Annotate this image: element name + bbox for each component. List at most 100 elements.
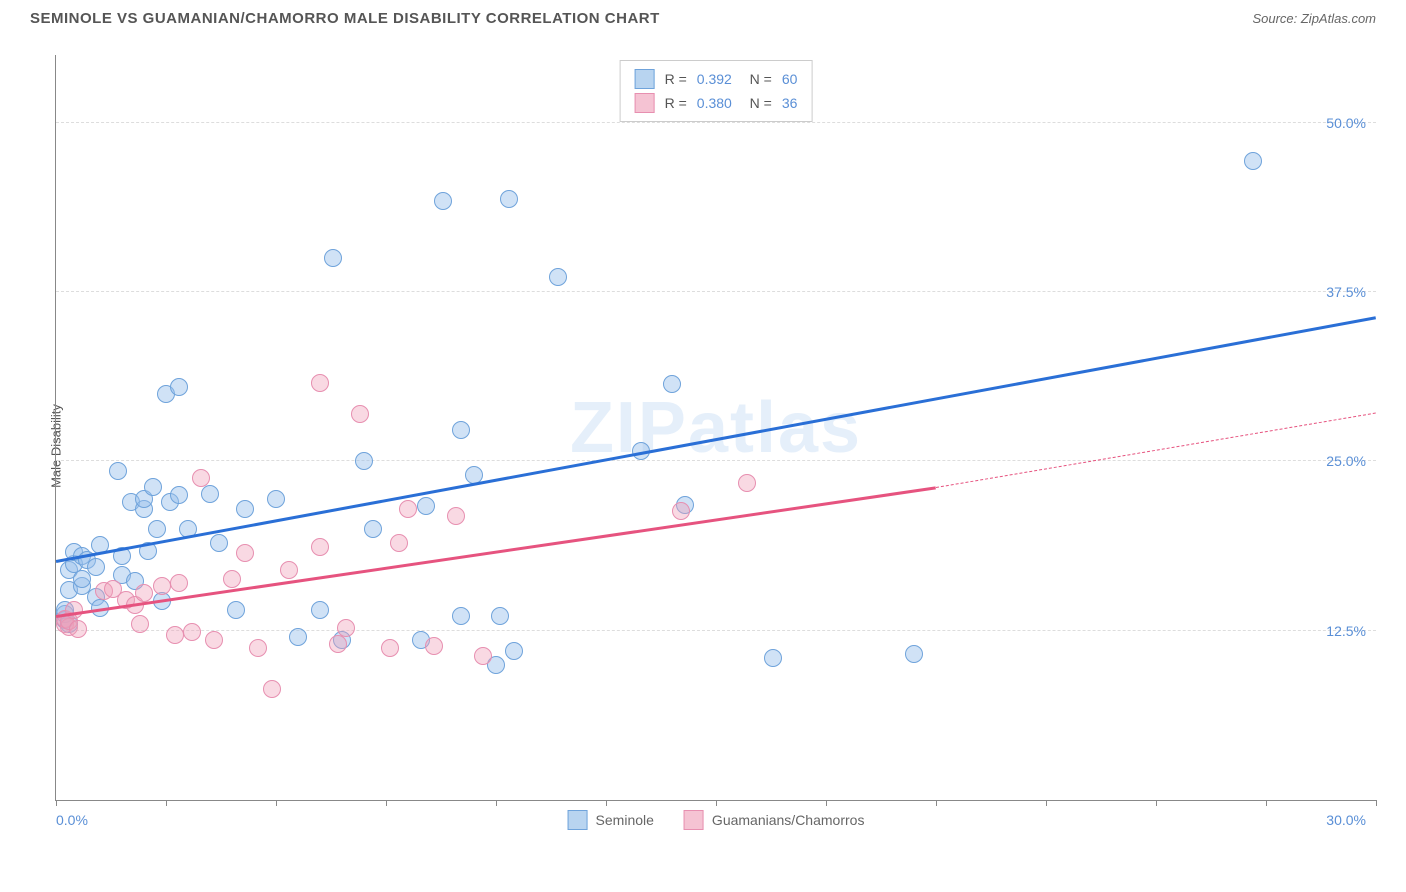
scatter-chart: ZIPatlas R = 0.392 N = 60R = 0.380 N = 3…: [55, 55, 1376, 801]
stat-n-value: 60: [782, 71, 798, 87]
trend-line: [56, 317, 1376, 563]
data-point: [311, 374, 329, 392]
y-tick-label: 12.5%: [1326, 623, 1366, 639]
data-point: [1244, 152, 1262, 170]
data-point: [505, 642, 523, 660]
data-point: [87, 558, 105, 576]
y-tick-label: 25.0%: [1326, 453, 1366, 469]
x-tick: [826, 800, 827, 806]
gridline: [56, 630, 1376, 631]
data-point: [417, 497, 435, 515]
data-point: [672, 502, 690, 520]
series-swatch: [635, 93, 655, 113]
gridline: [56, 460, 1376, 461]
y-tick-label: 50.0%: [1326, 115, 1366, 131]
x-tick: [56, 800, 57, 806]
data-point: [452, 607, 470, 625]
data-point: [166, 626, 184, 644]
stat-row: R = 0.392 N = 60: [635, 67, 798, 91]
data-point: [144, 478, 162, 496]
data-point: [351, 405, 369, 423]
data-point: [452, 421, 470, 439]
data-point: [324, 249, 342, 267]
gridline: [56, 122, 1376, 123]
data-point: [131, 615, 149, 633]
correlation-stats-box: R = 0.392 N = 60R = 0.380 N = 36: [620, 60, 813, 122]
data-point: [109, 462, 127, 480]
data-point: [263, 680, 281, 698]
x-tick: [716, 800, 717, 806]
data-point: [434, 192, 452, 210]
data-point: [549, 268, 567, 286]
data-point: [390, 534, 408, 552]
data-point: [355, 452, 373, 470]
x-tick: [1266, 800, 1267, 806]
data-point: [425, 637, 443, 655]
stat-r-label: R =: [665, 71, 687, 87]
data-point: [491, 607, 509, 625]
y-tick-label: 37.5%: [1326, 284, 1366, 300]
data-point: [170, 574, 188, 592]
legend-label: Seminole: [596, 812, 654, 828]
data-point: [905, 645, 923, 663]
x-tick: [1156, 800, 1157, 806]
x-tick: [936, 800, 937, 806]
gridline: [56, 291, 1376, 292]
legend-item: Seminole: [568, 810, 654, 830]
x-axis-label: 0.0%: [56, 812, 88, 828]
data-point: [170, 378, 188, 396]
data-point: [311, 538, 329, 556]
chart-title: SEMINOLE VS GUAMANIAN/CHAMORRO MALE DISA…: [30, 10, 660, 27]
x-tick: [386, 800, 387, 806]
data-point: [447, 507, 465, 525]
data-point: [337, 619, 355, 637]
stat-row: R = 0.380 N = 36: [635, 91, 798, 115]
chart-source: Source: ZipAtlas.com: [1252, 11, 1376, 26]
legend-swatch: [568, 810, 588, 830]
data-point: [210, 534, 228, 552]
data-point: [249, 639, 267, 657]
x-tick: [606, 800, 607, 806]
data-point: [381, 639, 399, 657]
data-point: [205, 631, 223, 649]
data-point: [223, 570, 241, 588]
data-point: [227, 601, 245, 619]
trend-line-extrapolated: [936, 413, 1376, 488]
chart-header: SEMINOLE VS GUAMANIAN/CHAMORRO MALE DISA…: [0, 0, 1406, 32]
data-point: [267, 490, 285, 508]
stat-n-label: N =: [742, 95, 772, 111]
data-point: [663, 375, 681, 393]
stat-n-label: N =: [742, 71, 772, 87]
x-tick: [1376, 800, 1377, 806]
data-point: [364, 520, 382, 538]
data-point: [280, 561, 298, 579]
data-point: [500, 190, 518, 208]
x-axis-label: 30.0%: [1326, 812, 1366, 828]
stat-n-value: 36: [782, 95, 798, 111]
stat-r-value: 0.380: [697, 95, 732, 111]
x-tick: [276, 800, 277, 806]
series-swatch: [635, 69, 655, 89]
data-point: [135, 584, 153, 602]
data-point: [289, 628, 307, 646]
trend-line: [56, 486, 936, 617]
data-point: [192, 469, 210, 487]
data-point: [183, 623, 201, 641]
legend-swatch: [684, 810, 704, 830]
data-point: [738, 474, 756, 492]
data-point: [170, 486, 188, 504]
x-tick: [166, 800, 167, 806]
data-point: [329, 635, 347, 653]
data-point: [236, 500, 254, 518]
data-point: [311, 601, 329, 619]
stat-r-label: R =: [665, 95, 687, 111]
legend-label: Guamanians/Chamorros: [712, 812, 865, 828]
data-point: [474, 647, 492, 665]
data-point: [399, 500, 417, 518]
x-tick: [496, 800, 497, 806]
stat-r-value: 0.392: [697, 71, 732, 87]
data-point: [153, 577, 171, 595]
legend-item: Guamanians/Chamorros: [684, 810, 865, 830]
data-point: [764, 649, 782, 667]
data-point: [148, 520, 166, 538]
